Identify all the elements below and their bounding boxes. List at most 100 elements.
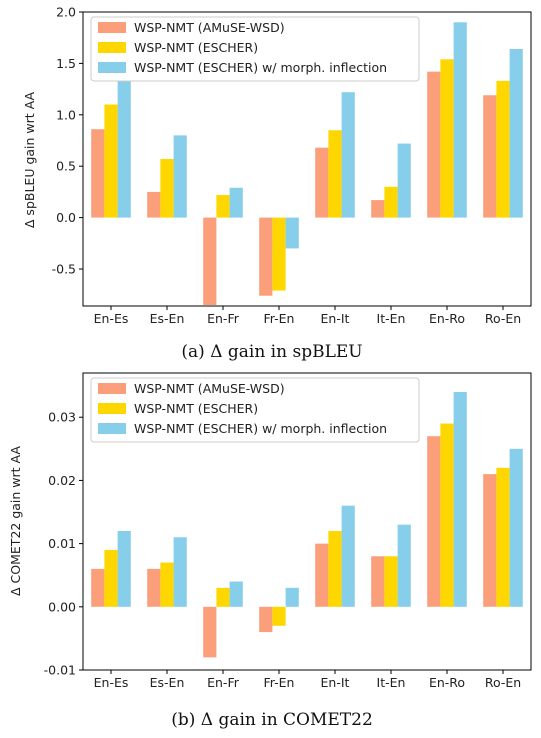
chart-b-bar	[160, 562, 174, 607]
chart-a-x-tick-label: En-Fr	[207, 311, 240, 326]
chart-a-plot-frame	[82, 11, 532, 307]
chart-a-bar	[453, 22, 467, 218]
chart-a-legend: WSP-NMT (AMuSE-WSD) WSP-NMT (ESCHER) WSP…	[90, 16, 420, 82]
chart-b-legend-swatch-1	[98, 403, 126, 414]
chart-a-legend-label-2: WSP-NMT (ESCHER) w/ morph. inflection	[134, 60, 387, 75]
chart-b-bars	[91, 391, 523, 658]
chart-b-y-tick-label: 0.02	[48, 473, 76, 488]
chart-a-legend-label-1: WSP-NMT (ESCHER)	[134, 40, 258, 55]
chart-a-bar	[509, 49, 523, 218]
chart-a-caption: (a) Δ gain in spBLEU	[181, 342, 362, 362]
chart-b-y-tick-label: -0.01	[44, 663, 76, 678]
chart-b-bar	[496, 467, 510, 607]
chart-b-bar	[427, 436, 441, 607]
chart-b-x-tick-label: Ro-En	[485, 675, 521, 690]
chart-b-y-ticks: 0.03 0.02 0.01 0.00 -0.01	[44, 410, 83, 678]
chart-a-bar	[285, 217, 299, 249]
chart-b-caption: (b) Δ gain in COMET22	[171, 710, 373, 730]
chart-b-legend: WSP-NMT (AMuSE-WSD) WSP-NMT (ESCHER) WSP…	[90, 377, 420, 443]
chart-a-x-tick-label: Fr-En	[264, 311, 295, 326]
chart-b-bar	[285, 587, 299, 607]
chart-a-bar	[173, 135, 187, 218]
chart-a-bars	[91, 22, 523, 305]
chart-b-legend-label-2: WSP-NMT (ESCHER) w/ morph. inflection	[134, 421, 387, 436]
chart-b-bar	[104, 549, 118, 607]
chart-a-legend-swatch-2	[98, 62, 126, 73]
chart-b-y-tick-label: 0.00	[48, 599, 76, 614]
chart-a-x-tick-label: Es-En	[150, 311, 185, 326]
chart-a-bar	[91, 129, 105, 218]
chart-a-bar	[440, 59, 454, 218]
chart-b-bar	[483, 474, 497, 607]
chart-b-bar	[147, 568, 161, 607]
chart-a-bar	[397, 143, 411, 218]
chart-a: 2.0 1.5 1.0 0.5 0.0 -0.5 En-Es Es-En En-Fr Fr-En…	[22, 5, 532, 362]
chart-b-legend-box	[90, 377, 420, 443]
chart-b-bar	[328, 530, 342, 607]
chart-a-bar	[384, 186, 398, 218]
chart-b-legend-label-0: WSP-NMT (AMuSE-WSD)	[134, 381, 285, 396]
chart-a-y-ticks: 2.0 1.5 1.0 0.5 0.0 -0.5	[52, 5, 83, 276]
chart-a-bar	[229, 187, 243, 218]
chart-b-x-tick-label: It-En	[377, 675, 406, 690]
chart-a-bar	[272, 217, 286, 291]
chart-b-x-tick-label: Fr-En	[264, 675, 295, 690]
chart-a-bar	[117, 66, 131, 218]
chart-b-bar	[259, 606, 273, 633]
chart-a-bar	[483, 95, 497, 218]
chart-a-bar	[328, 130, 342, 218]
chart-b-bar	[453, 391, 467, 607]
chart-b-x-ticks: En-Es Es-En En-Fr Fr-En En-It It-En En-Ro Ro-En	[94, 670, 521, 690]
chart-a-y-tick-label: 2.0	[56, 5, 76, 20]
chart-a-x-tick-label: It-En	[377, 311, 406, 326]
chart-a-x-ticks: En-Es Es-En En-Fr Fr-En En-It It-En En-Ro Ro-En	[94, 306, 521, 326]
chart-a-legend-box	[90, 16, 420, 82]
chart-b-x-tick-label: En-Fr	[207, 675, 240, 690]
chart-a-y-tick-label: 1.5	[56, 56, 76, 71]
chart-a-x-tick-label: En-Es	[94, 311, 129, 326]
chart-b-bar	[509, 448, 523, 607]
chart-b-bar	[216, 587, 230, 607]
chart-b-bar	[371, 556, 385, 607]
chart-a-bar	[203, 217, 217, 305]
chart-a-y-tick-label: 1.0	[56, 107, 76, 122]
chart-b-y-tick-label: 0.01	[48, 536, 76, 551]
chart-a-x-tick-label: Ro-En	[485, 311, 521, 326]
chart-a-x-tick-label: En-Ro	[429, 311, 465, 326]
chart-b-y-tick-label: 0.03	[48, 410, 76, 425]
chart-a-bar	[259, 217, 273, 296]
chart-b-x-tick-label: En-It	[321, 675, 350, 690]
chart-b-bar	[91, 568, 105, 607]
chart-b-x-tick-label: En-Es	[94, 675, 129, 690]
chart-b-bar	[173, 537, 187, 607]
chart-a-bar	[315, 147, 329, 218]
chart-a-x-tick-label: En-It	[321, 311, 350, 326]
chart-b-legend-label-1: WSP-NMT (ESCHER)	[134, 401, 258, 416]
chart-b-legend-swatch-0	[98, 383, 126, 394]
chart-a-bar	[160, 159, 174, 218]
chart-a-bar	[104, 104, 118, 218]
chart-a-y-tick-label: 0.5	[56, 159, 76, 174]
chart-a-bar	[341, 92, 355, 218]
chart-a-legend-swatch-0	[98, 22, 126, 33]
chart-a-bar	[147, 191, 161, 218]
chart-a-y-axis-label: Δ spBLEU gain wrt AA	[22, 91, 37, 228]
chart-a-legend-label-0: WSP-NMT (AMuSE-WSD)	[134, 20, 285, 35]
chart-a-legend-swatch-1	[98, 42, 126, 53]
chart-a-bar	[427, 71, 441, 218]
chart-b-bar	[203, 606, 217, 658]
chart-a-y-tick-label: 0.0	[56, 210, 76, 225]
chart-b-legend-swatch-2	[98, 423, 126, 434]
chart-a-bar	[371, 200, 385, 218]
chart-b: 0.03 0.02 0.01 0.00 -0.01 En-Es Es-En En-Fr Fr-…	[8, 372, 532, 730]
chart-b-bar	[440, 423, 454, 607]
chart-b-bar	[397, 524, 411, 607]
chart-b-y-axis-label: Δ COMET22 gain wrt AA	[8, 446, 23, 596]
chart-b-x-tick-label: Es-En	[150, 675, 185, 690]
chart-b-bar	[341, 505, 355, 607]
chart-a-y-tick-label: -0.5	[52, 261, 76, 276]
chart-b-bar	[117, 530, 131, 607]
chart-a-bar	[216, 194, 230, 218]
chart-b-bar	[229, 581, 243, 607]
